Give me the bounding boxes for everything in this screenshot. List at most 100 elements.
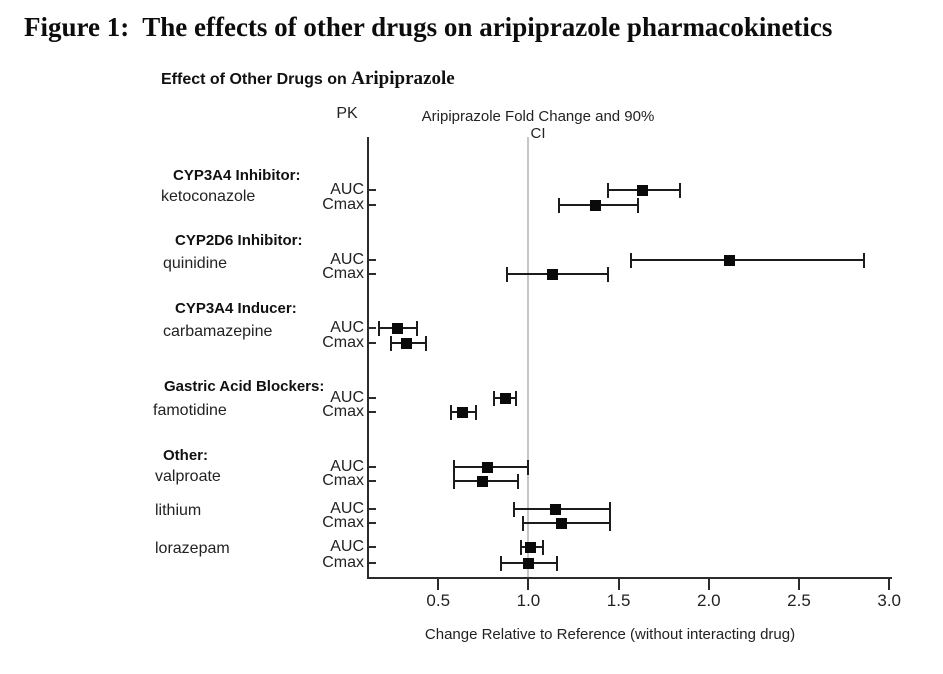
ci-cap-low bbox=[390, 336, 393, 351]
ci-cap-low bbox=[520, 540, 523, 555]
x-axis-tick-label: 2.0 bbox=[696, 591, 721, 610]
ci-cap-high bbox=[424, 336, 427, 351]
figure-title: Figure 1: The effects of other drugs on … bbox=[24, 12, 833, 42]
pk-column-header: PK bbox=[336, 105, 358, 122]
group-header-label: CYP2D6 Inhibitor: bbox=[175, 232, 303, 249]
axis-row-tick bbox=[369, 480, 376, 482]
point-estimate-marker bbox=[481, 462, 493, 473]
ci-cap-low bbox=[493, 391, 496, 406]
ci-cap-high bbox=[608, 516, 611, 531]
x-axis-tick-label: 1.0 bbox=[516, 591, 541, 610]
row-metric-label: Cmax bbox=[322, 472, 364, 489]
ci-cap-high bbox=[678, 183, 681, 198]
row-metric-label: Cmax bbox=[322, 334, 364, 351]
x-axis-tick-label: 2.5 bbox=[787, 591, 811, 610]
point-estimate-marker bbox=[391, 323, 403, 334]
axis-row-tick bbox=[369, 562, 376, 564]
drug-name-label: carbamazepine bbox=[163, 323, 273, 340]
ci-cap-high bbox=[541, 540, 544, 555]
row-metric-label: Cmax bbox=[322, 514, 364, 531]
ci-cap-low bbox=[453, 474, 456, 489]
ci-cap-high bbox=[637, 198, 640, 213]
ci-cap-high bbox=[516, 474, 519, 489]
x-axis-tick bbox=[437, 579, 440, 590]
axis-row-tick bbox=[369, 508, 376, 510]
x-axis-tick-label: 0.5 bbox=[426, 591, 451, 610]
ci-cap-high bbox=[606, 267, 609, 282]
ci-cap-high bbox=[514, 391, 517, 406]
row-metric-label: AUC bbox=[330, 389, 364, 406]
y-axis-line bbox=[367, 137, 369, 579]
row-metric-label: Cmax bbox=[322, 265, 364, 282]
axis-row-tick bbox=[369, 327, 376, 329]
drug-name-label: ketoconazole bbox=[161, 188, 256, 205]
ci-cap-low bbox=[505, 267, 508, 282]
group-header-label: Other: bbox=[163, 447, 208, 464]
ci-cap-high bbox=[556, 556, 559, 571]
x-axis-tick-label: 3.0 bbox=[877, 591, 901, 610]
ci-cap-low bbox=[377, 321, 380, 336]
axis-row-tick bbox=[369, 273, 376, 275]
reference-line-at-1 bbox=[527, 137, 530, 577]
drug-name-label: lithium bbox=[155, 502, 202, 519]
ci-cap-low bbox=[513, 502, 515, 517]
axis-row-tick bbox=[369, 189, 376, 191]
point-estimate-marker bbox=[400, 338, 412, 349]
row-metric-label: AUC bbox=[330, 458, 364, 475]
chart-title: Effect of Other Drugs on Aripiprazole bbox=[161, 68, 455, 90]
point-estimate-marker bbox=[525, 542, 537, 553]
ci-cap-low bbox=[522, 516, 525, 531]
drug-name-label: quinidine bbox=[163, 255, 228, 272]
ci-cap-high bbox=[862, 253, 865, 268]
ci-cap-high bbox=[475, 405, 478, 420]
axis-row-tick bbox=[369, 259, 376, 261]
ci-cap-low bbox=[606, 183, 609, 198]
confidence-interval-bar bbox=[514, 508, 610, 510]
chart-title-drug-name: Aripiprazole bbox=[351, 68, 455, 89]
x-axis-tick bbox=[617, 579, 620, 590]
chart-title-main: Effect of Other Drugs on bbox=[161, 71, 352, 88]
x-axis-tick bbox=[888, 579, 891, 590]
row-metric-label: Cmax bbox=[322, 554, 364, 571]
x-axis-tick bbox=[707, 579, 710, 590]
point-estimate-marker bbox=[499, 393, 511, 404]
point-estimate-marker bbox=[546, 269, 558, 280]
point-estimate-marker bbox=[550, 504, 562, 515]
ci-cap-low bbox=[453, 460, 456, 475]
ci-cap-low bbox=[558, 198, 561, 213]
ci-cap-low bbox=[500, 556, 503, 571]
axis-row-tick bbox=[369, 204, 376, 206]
confidence-interval-bar bbox=[631, 259, 864, 261]
row-metric-label: AUC bbox=[330, 251, 364, 268]
axis-row-tick bbox=[369, 546, 376, 548]
x-axis-line bbox=[367, 577, 892, 579]
point-estimate-marker bbox=[555, 518, 567, 529]
point-estimate-marker bbox=[456, 407, 468, 418]
drug-name-label: valproate bbox=[155, 468, 221, 485]
row-metric-label: Cmax bbox=[322, 403, 364, 420]
axis-row-tick bbox=[369, 466, 376, 468]
ci-cap-low bbox=[449, 405, 452, 420]
axis-row-tick bbox=[369, 397, 376, 399]
ci-cap-high bbox=[415, 321, 418, 336]
axis-row-tick bbox=[369, 411, 376, 413]
group-header-label: Gastric Acid Blockers: bbox=[164, 378, 325, 395]
ci-cap-high bbox=[527, 460, 530, 475]
axis-row-tick bbox=[369, 342, 376, 344]
x-axis-title: Change Relative to Reference (without in… bbox=[424, 626, 796, 643]
point-estimate-marker bbox=[637, 185, 649, 196]
row-metric-label: AUC bbox=[330, 319, 364, 336]
point-estimate-marker bbox=[590, 200, 602, 211]
point-estimate-marker bbox=[476, 476, 488, 487]
x-axis-tick bbox=[798, 579, 800, 590]
ci-cap-low bbox=[630, 253, 633, 268]
row-metric-label: AUC bbox=[330, 538, 364, 555]
row-metric-label: AUC bbox=[330, 500, 364, 517]
group-header-label: CYP3A4 Inducer: bbox=[175, 300, 297, 317]
drug-name-label: famotidine bbox=[153, 402, 227, 419]
point-estimate-marker bbox=[523, 558, 535, 569]
point-estimate-marker bbox=[723, 255, 735, 266]
x-axis-tick-label: 1.5 bbox=[606, 591, 631, 610]
ci-cap-high bbox=[608, 502, 611, 517]
drug-name-label: lorazepam bbox=[155, 540, 230, 557]
